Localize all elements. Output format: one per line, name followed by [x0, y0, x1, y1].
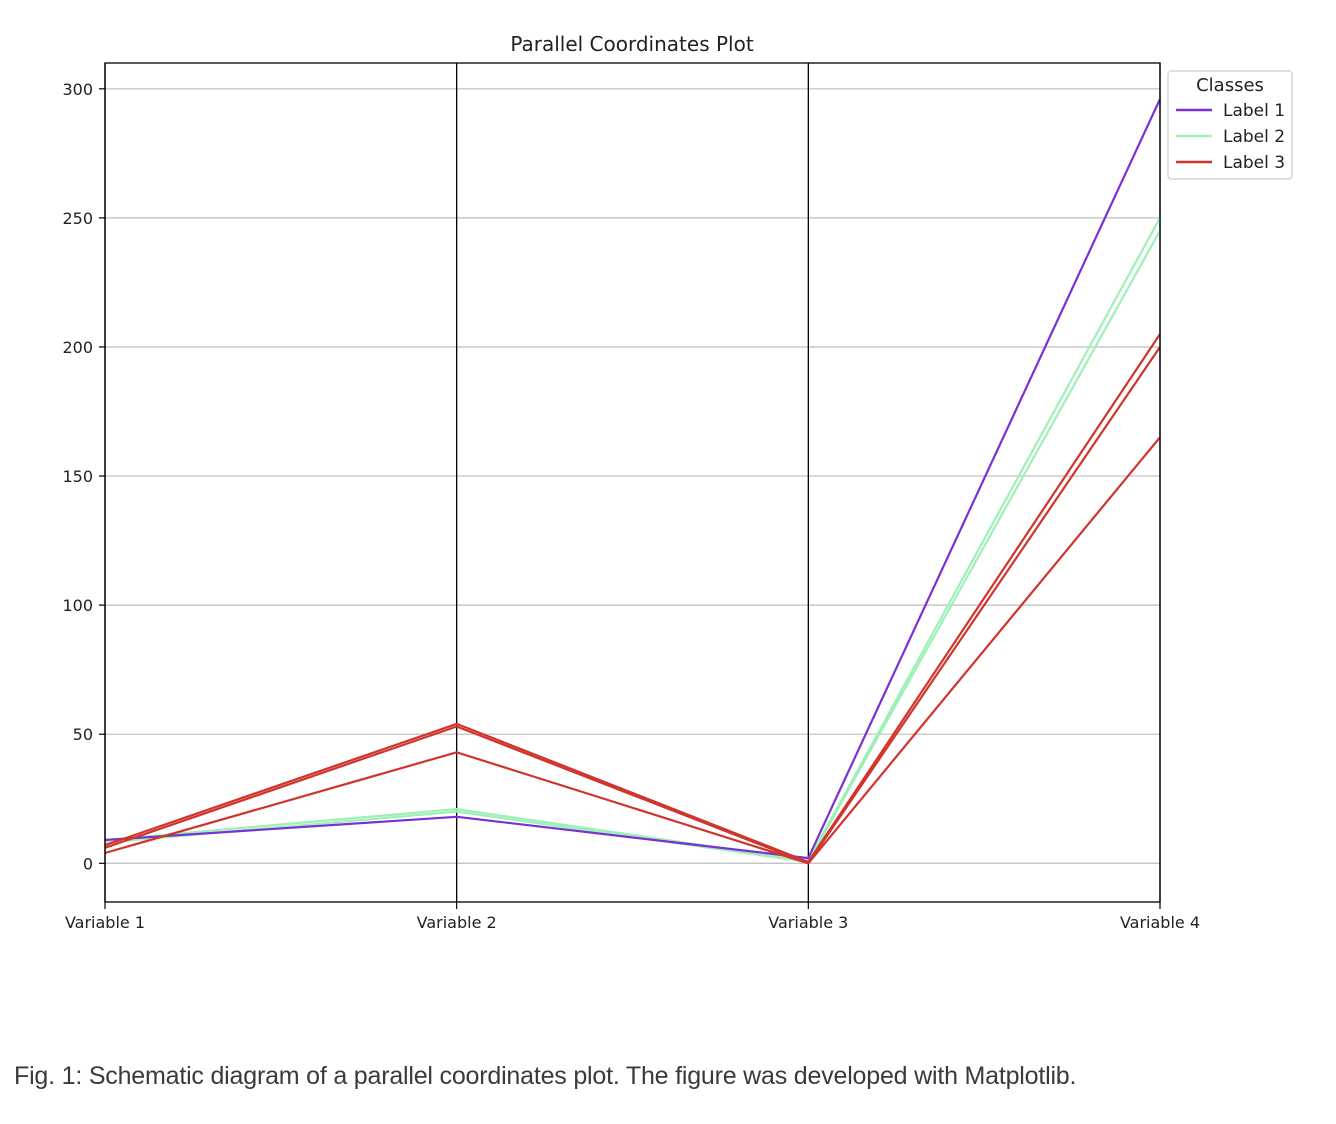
plot-frame [104, 62, 1161, 903]
legend-title: Classes [1196, 75, 1264, 96]
series-lines [104, 98, 1161, 865]
legend-label: Label 3 [1223, 153, 1285, 173]
y-tick-label: 150 [62, 467, 93, 486]
series-line [104, 346, 1161, 865]
x-tick-label: Variable 2 [417, 913, 497, 932]
chart-title: Parallel Coordinates Plot [510, 32, 753, 56]
x-axis-ticks: Variable 1 Variable 2 Variable 3 Variable 4 [65, 902, 1200, 932]
y-tick-label: 50 [73, 725, 93, 744]
y-tick-label: 100 [62, 596, 93, 615]
figure-caption: Fig. 1: Schematic diagram of a parallel … [14, 1062, 1077, 1090]
series-line [104, 436, 1161, 865]
y-gridlines [105, 88, 1160, 864]
legend-entries: Label 1 Label 2 Label 3 [1176, 101, 1285, 173]
x-tick-label: Variable 1 [65, 913, 145, 932]
legend-label: Label 2 [1223, 127, 1285, 147]
legend-box [1167, 70, 1293, 180]
x-tick-label: Variable 3 [768, 913, 848, 932]
series-line [104, 217, 1161, 862]
y-tick-label: 250 [62, 209, 93, 228]
variable-axes [104, 63, 1161, 902]
series-line [104, 333, 1161, 864]
legend: Classes Label 1 Label 2 Label 3 [1167, 70, 1293, 180]
parallel-coordinates-chart: Parallel Coordinates Plot 0 50 100 150 200 25… [62, 32, 1293, 932]
y-axis-ticks: 0 50 100 150 200 250 300 [62, 80, 105, 873]
legend-label: Label 1 [1223, 101, 1285, 121]
x-tick-label: Variable 4 [1120, 913, 1200, 932]
y-tick-label: 0 [83, 854, 93, 873]
y-tick-label: 200 [62, 338, 93, 357]
y-tick-label: 300 [62, 80, 93, 99]
series-line [104, 98, 1161, 860]
series-line [104, 230, 1161, 864]
